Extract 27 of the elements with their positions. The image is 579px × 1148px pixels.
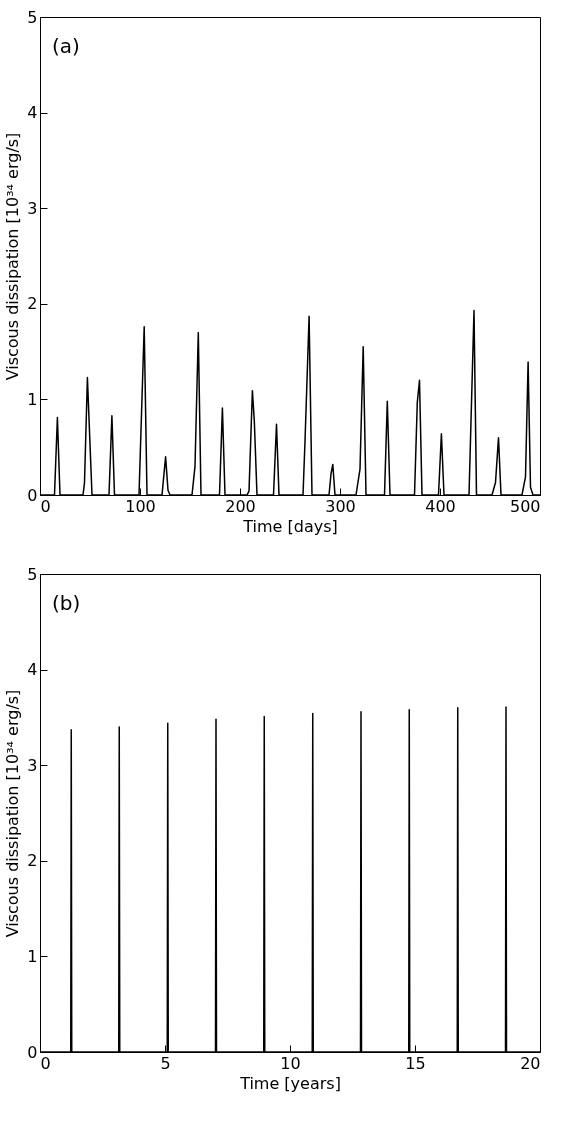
y-axis-title: Viscous dissipation [10³⁴ erg/s]: [3, 689, 23, 938]
y-axis-title: Viscous dissipation [10³⁴ erg/s]: [3, 132, 23, 381]
annotation: (a): [52, 34, 80, 58]
x-tick-label: 5: [160, 1053, 171, 1073]
x-tick-label: 20: [520, 1053, 541, 1073]
y-tick-label: 4: [27, 660, 38, 680]
x-tick-label: 300: [325, 496, 356, 516]
x-axis-title: Time [years]: [239, 1073, 341, 1093]
y-tick-label: 5: [27, 564, 38, 584]
y-tick-label: 3: [27, 198, 38, 218]
x-tick-label: 200: [225, 496, 256, 516]
y-tick-label: 2: [27, 294, 38, 314]
x-tick-label: 10: [280, 1053, 301, 1073]
y-tick-label: 1: [27, 946, 38, 966]
x-tick-label: 0: [40, 496, 51, 516]
x-tick-label: 400: [425, 496, 456, 516]
x-tick-label: 500: [509, 496, 541, 516]
y-tick-label: 2: [27, 851, 38, 871]
y-tick-label: 1: [27, 389, 38, 409]
y-tick-label: 5: [27, 7, 38, 27]
annotation: (b): [52, 591, 81, 615]
y-tick-label: 4: [27, 103, 38, 123]
x-tick-label: 100: [125, 496, 156, 516]
y-tick-label: 3: [27, 755, 38, 775]
x-tick-label: 15: [405, 1053, 426, 1073]
x-tick-label: 0: [40, 1053, 51, 1073]
x-axis-title: Time [days]: [242, 516, 338, 536]
